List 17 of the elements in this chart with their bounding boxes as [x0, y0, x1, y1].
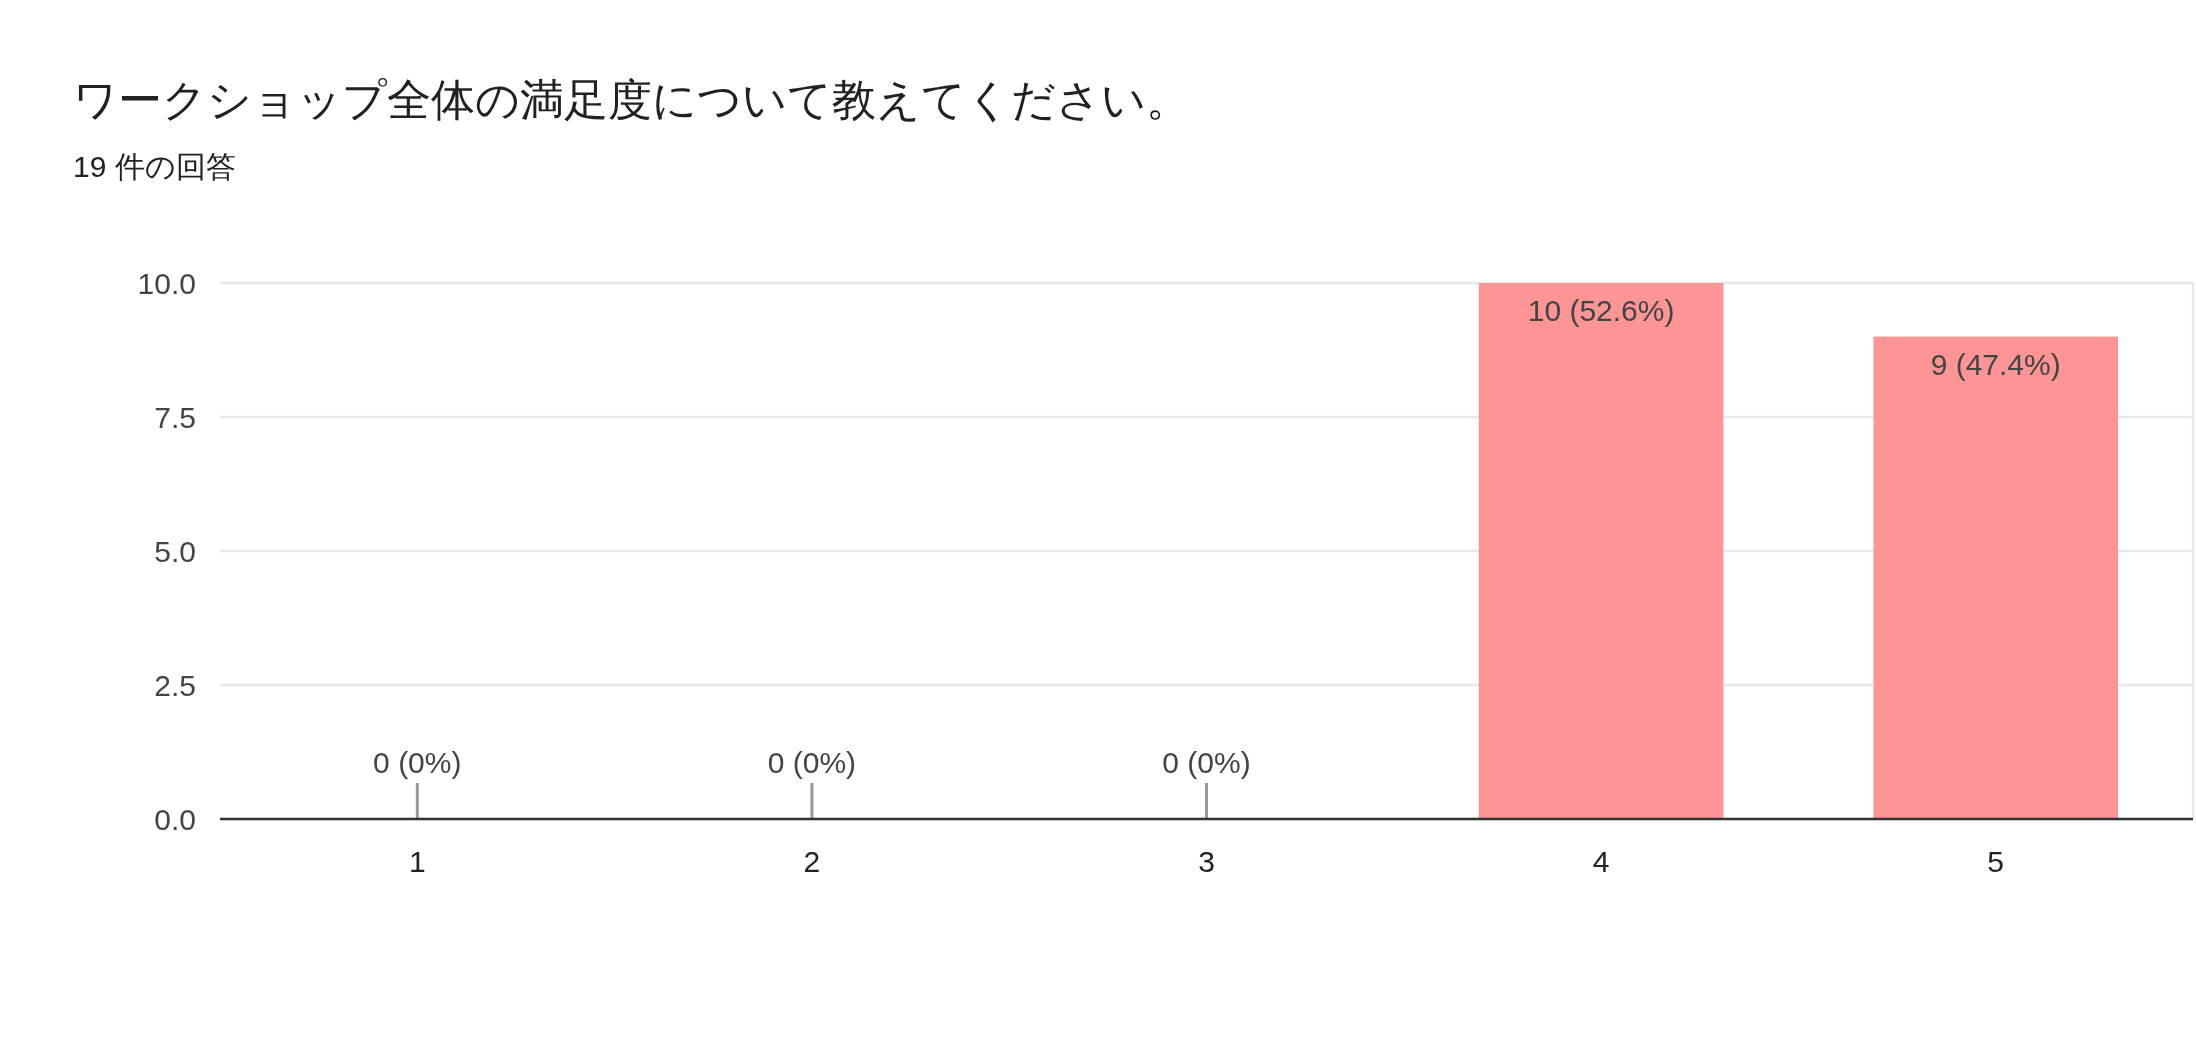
data-label: 0 (0%) [1162, 746, 1251, 779]
y-tick-label: 7.5 [154, 401, 196, 434]
y-tick-label: 10.0 [137, 267, 196, 300]
data-label: 0 (0%) [373, 746, 462, 779]
y-tick-label: 0.0 [154, 803, 196, 836]
x-tick-label: 3 [1198, 845, 1215, 878]
y-tick-label: 2.5 [154, 669, 196, 702]
data-label: 0 (0%) [767, 746, 857, 779]
x-tick-label: 5 [1987, 845, 2005, 878]
x-tick-label: 1 [408, 845, 426, 878]
data-label: 9 (47.4%) [1930, 347, 2061, 381]
title: ワークショップ全体の満足度について教えてください。 [73, 75, 1190, 124]
y-tick-label: 5.0 [154, 535, 196, 568]
x-tick-label: 2 [803, 845, 821, 878]
subtitle: 19 件の回答 [73, 150, 236, 183]
x-tick-label: 4 [1592, 845, 1610, 878]
data-label: 10 (52.6%) [1527, 294, 1675, 327]
